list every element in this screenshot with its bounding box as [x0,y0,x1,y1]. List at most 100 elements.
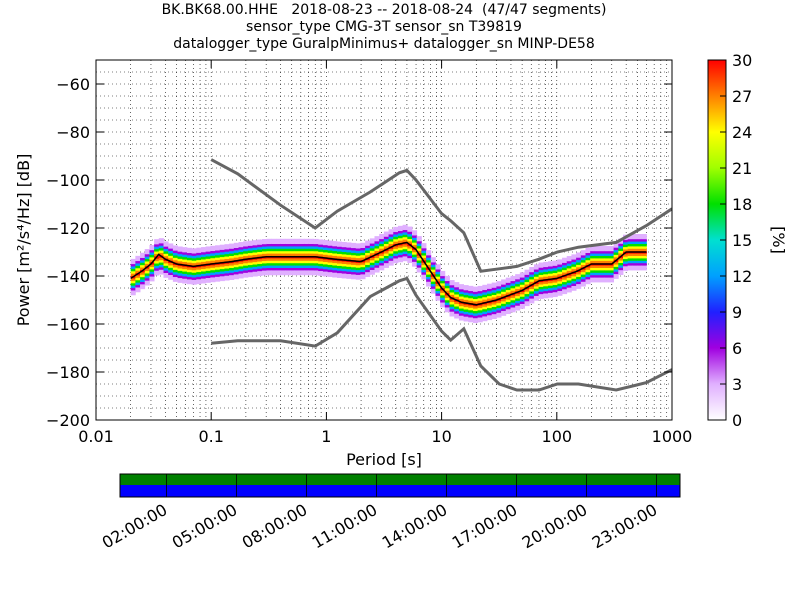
heatmap-cell [416,264,422,268]
heatmap-cell [505,306,511,310]
heatmap-cell [487,310,493,313]
heatmap-cell [599,253,605,256]
heatmap-cell [505,308,511,312]
heatmap-cell [285,260,291,264]
heatmap-cell [538,274,544,278]
heatmap-cell [379,265,385,268]
heatmap-cell [496,300,502,304]
heatmap-cell [224,268,230,271]
heatmap-cell [632,236,638,240]
heatmap-cell [369,267,375,270]
heatmap-cell [402,256,408,259]
heatmap-cell [294,238,300,242]
heatmap-cell [163,241,169,245]
heatmap-cell [224,246,230,250]
heatmap-cell [280,241,286,244]
heatmap-cell [529,300,535,304]
heatmap-cell [618,257,624,261]
heatmap-cell [576,271,582,275]
heatmap-cell [533,290,540,294]
heatmap-cell [407,260,413,263]
heatmap-cell [154,258,160,262]
heatmap-cell [383,238,389,242]
heatmap-cell [571,259,577,262]
heatmap-cell [276,253,282,256]
heatmap-cell [238,254,244,257]
heatmap-cell [224,251,230,255]
heatmap-cell [158,266,164,270]
heatmap-cell [449,292,455,295]
heatmap-cell [444,299,450,303]
heatmap-cell [594,246,600,249]
heatmap-cell [491,308,497,312]
heatmap-cell [201,256,207,260]
heatmap-cell [327,271,333,275]
heatmap-cell [416,267,422,271]
heatmap-cell [290,253,296,256]
heatmap-cell [205,268,211,271]
heatmap-cell [440,282,446,286]
heatmap-cell [496,305,502,308]
heatmap-cell [533,295,540,299]
heatmap-cell [463,294,469,298]
heatmap-cell [158,262,164,265]
heatmap-cell [412,263,418,267]
heatmap-cell [196,257,202,261]
heatmap-cell [604,260,610,264]
heatmap-cell [449,294,455,298]
heatmap-cell [182,249,188,253]
heatmap-cell [454,301,460,305]
heatmap-cell [501,303,507,307]
heatmap-cell [177,275,183,279]
heatmap-cell [519,296,525,300]
heatmap-cell [182,247,188,250]
heatmap-cell [313,248,319,252]
heatmap-cell [360,266,366,270]
heatmap-cell [290,250,296,254]
heatmap-cell [308,238,314,242]
heatmap-cell [257,244,263,248]
heatmap-cell [332,245,338,249]
heatmap-cell [327,242,333,246]
heatmap-cell [238,251,244,255]
heatmap-cell [458,303,464,307]
heatmap-cell [266,267,272,271]
heatmap-cell [186,281,193,285]
heatmap-cell [641,262,647,266]
heatmap-cell [393,246,399,249]
heatmap-cell [402,251,408,255]
heatmap-cell [562,269,568,273]
heatmap-cell [261,243,268,247]
heatmap-cell [571,283,577,286]
heatmap-cell [285,267,291,271]
heatmap-cell [332,272,338,276]
heatmap-cell [210,267,216,271]
heatmap-cell [608,274,615,278]
heatmap-cell [383,231,389,235]
heatmap-cell [416,262,422,266]
heatmap-cell [191,281,197,285]
heatmap-cell [177,270,183,274]
heatmap-cell [613,266,619,270]
x-tick-label: 10 [431,427,451,446]
heatmap-cell [566,275,572,279]
heatmap-cell [379,243,385,247]
heatmap-cell [463,306,469,310]
heatmap-cell [318,261,324,264]
heatmap-cell [468,317,474,320]
heatmap-cell [491,311,497,315]
heatmap-cell [210,253,216,256]
heatmap-cell [318,244,324,248]
heatmap-cell [135,279,141,283]
heatmap-cell [261,246,268,250]
heatmap-cell [454,303,460,307]
heatmap-cell [365,242,371,246]
heatmap-cell [332,253,338,256]
heatmap-cell [191,267,197,271]
heatmap-cell [529,295,535,299]
heatmap-cell [501,289,507,292]
heatmap-cell [604,250,610,254]
heatmap-cell [205,246,211,250]
heatmap-cell [266,243,272,247]
heatmap-cell [215,266,221,270]
